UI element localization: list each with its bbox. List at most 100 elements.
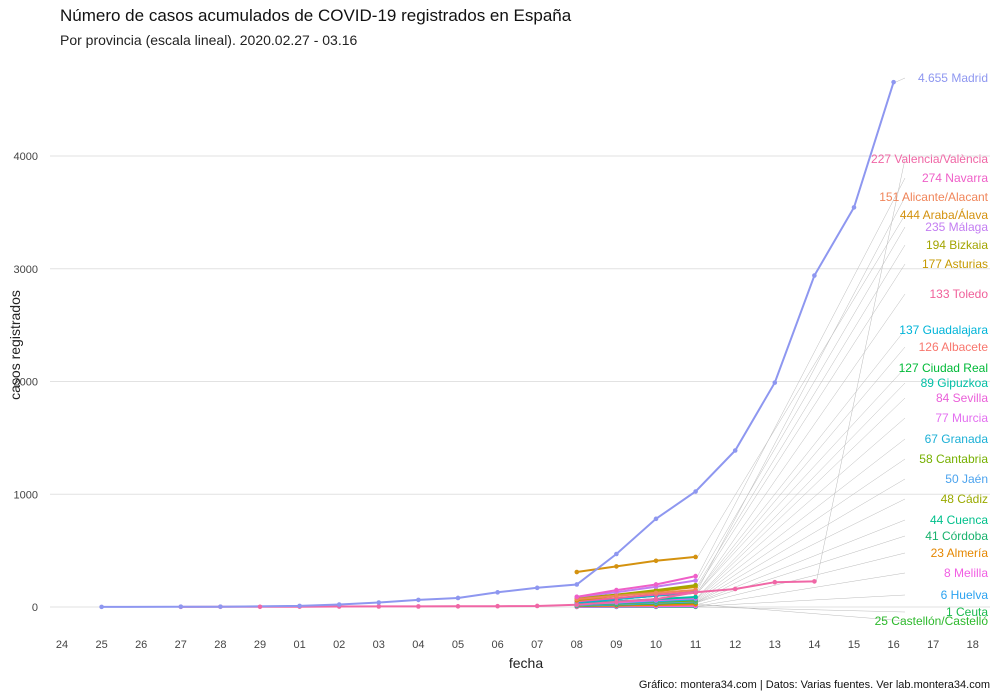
data-point: [574, 582, 580, 587]
series-end-label: 151 Alicante/Alacant: [879, 190, 988, 204]
leader-line: [697, 196, 906, 591]
x-tick-label: 11: [690, 639, 701, 651]
series-end-label: 41 Córdoba: [925, 529, 988, 543]
series-end-label: 48 Cádiz: [941, 492, 988, 506]
series-end-label: 84 Sevilla: [936, 391, 988, 405]
x-tick-label: 13: [769, 639, 781, 651]
chart-subtitle: Por provincia (escala lineal). 2020.02.2…: [60, 32, 358, 48]
x-tick-label: 04: [412, 639, 424, 651]
data-point: [851, 205, 857, 210]
data-point: [653, 596, 659, 602]
data-point: [772, 380, 778, 385]
x-tick-label: 10: [650, 639, 662, 651]
data-point: [614, 587, 619, 593]
series-end-label: 274 Navarra: [922, 171, 988, 185]
data-point: [455, 595, 461, 601]
data-point: [534, 585, 540, 591]
leader-line: [697, 498, 906, 602]
data-point: [297, 603, 302, 609]
leader-line: [697, 417, 906, 599]
data-point: [693, 582, 698, 588]
series-end-label: 235 Málaga: [925, 220, 988, 234]
x-tick-label: 01: [293, 639, 305, 651]
series-end-label: 1 Ceuta: [946, 605, 988, 619]
series-end-label: 89 Gipuzkoa: [921, 376, 989, 390]
series-line: [576, 591, 696, 603]
series-end-label: 126 Albacete: [919, 340, 989, 354]
series-lines: [101, 81, 895, 608]
series-line: [576, 589, 696, 601]
series-end-label: 23 Almería: [931, 546, 989, 560]
leader-line: [697, 329, 906, 592]
data-point: [336, 602, 342, 607]
x-tick-label: 12: [729, 639, 741, 651]
data-point: [693, 554, 698, 560]
chart-caption: Gráfico: montera34.com | Datos: Varias f…: [638, 679, 990, 691]
series-end-label: 137 Guadalajara: [899, 323, 988, 337]
x-tick-label: 08: [571, 639, 583, 651]
series-end-label: 44 Cuenca: [930, 513, 988, 527]
chart-title: Número de casos acumulados de COVID-19 r…: [60, 6, 572, 25]
y-tick-label: 3000: [14, 264, 38, 276]
data-point: [772, 579, 778, 585]
x-tick-label: 05: [452, 639, 464, 651]
series-end-label: 6 Huelva: [941, 588, 989, 602]
x-tick-label: 29: [254, 639, 266, 651]
data-point: [534, 603, 540, 609]
leader-line: [697, 293, 906, 593]
series-line: [101, 81, 895, 608]
data-point: [693, 590, 698, 595]
x-axis-label: fecha: [509, 655, 543, 671]
data-point: [732, 448, 738, 453]
x-tick-label: 07: [531, 639, 543, 651]
leader-line: [697, 572, 906, 607]
data-point: [653, 582, 659, 587]
leader-line: [697, 552, 906, 605]
leader-line: [697, 367, 906, 593]
y-tick-label: 4000: [14, 151, 38, 163]
data-point: [614, 599, 619, 605]
leader-line: [697, 214, 906, 558]
y-axis-label: casos registrados: [7, 290, 23, 400]
x-tick-label: 03: [373, 639, 385, 651]
leader-line: [697, 606, 906, 613]
data-point: [653, 516, 659, 522]
leader-line: [697, 382, 906, 598]
series-end-label: 77 Murcia: [935, 411, 988, 425]
series-line: [576, 579, 696, 598]
data-point: [416, 597, 421, 603]
data-point: [653, 558, 659, 564]
data-point: [376, 604, 382, 609]
series-line: [576, 575, 696, 598]
data-point: [693, 573, 698, 579]
leader-line: [697, 535, 906, 603]
data-point: [99, 604, 104, 610]
leader-line: [697, 263, 906, 588]
x-tick-label: 09: [610, 639, 622, 651]
y-tick-label: 1000: [14, 489, 38, 501]
leader-line: [697, 438, 906, 600]
data-point: [218, 604, 223, 609]
x-tick-label: 26: [135, 639, 147, 651]
data-point: [693, 594, 698, 600]
x-tick-label: 18: [967, 639, 979, 651]
leader-line: [697, 346, 906, 593]
data-point: [416, 604, 421, 609]
y-axis-ticks: 0 1000 2000 3000 4000: [14, 151, 38, 614]
series-end-label: 50 Jaén: [945, 472, 988, 486]
series-line: [576, 584, 696, 599]
data-point: [574, 569, 580, 575]
x-tick-label: 02: [333, 639, 345, 651]
x-tick-label: 06: [491, 639, 503, 651]
grid-lines: [50, 155, 990, 608]
series-end-label: 177 Asturias: [922, 257, 988, 271]
x-tick-label: 28: [214, 639, 226, 651]
leader-line: [895, 77, 906, 83]
leader-line: [697, 594, 906, 607]
series-end-label: 133 Toledo: [930, 287, 989, 301]
series-end-label: 127 Ciudad Real: [899, 361, 988, 375]
x-tick-label: 15: [848, 639, 860, 651]
data-point: [376, 600, 382, 605]
